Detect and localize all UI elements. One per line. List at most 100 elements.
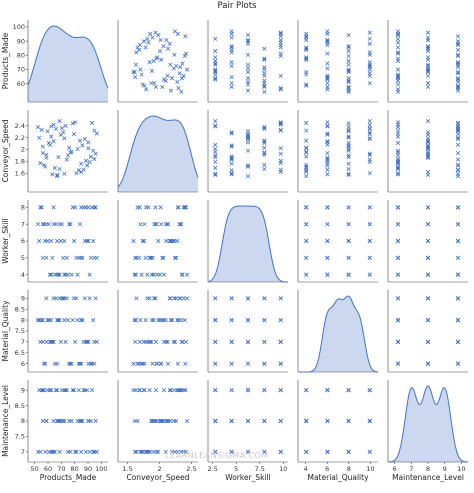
point-marker <box>155 272 160 277</box>
point-marker <box>49 388 54 393</box>
point-marker <box>179 222 184 227</box>
point-marker <box>245 296 251 301</box>
point-marker <box>262 140 267 146</box>
point-marker <box>455 168 461 173</box>
point-marker <box>161 272 167 277</box>
point-marker <box>325 123 330 128</box>
point-marker <box>40 318 45 323</box>
point-marker <box>159 361 164 366</box>
point-marker <box>75 146 80 152</box>
point-marker <box>172 339 178 344</box>
point-marker <box>50 339 55 344</box>
point-marker <box>304 168 309 173</box>
point-marker <box>138 449 143 454</box>
point-marker <box>367 126 372 131</box>
point-marker <box>229 74 234 80</box>
point-marker <box>52 165 57 170</box>
point-marker <box>245 388 251 393</box>
point-marker <box>151 58 156 64</box>
point-marker <box>213 119 218 124</box>
x-tick-label: 50 <box>31 465 39 473</box>
point-marker <box>229 161 234 166</box>
point-marker <box>395 89 401 94</box>
point-marker <box>62 318 67 323</box>
point-marker <box>55 272 60 277</box>
point-marker <box>245 140 251 145</box>
point-marker <box>176 388 181 393</box>
y-tick-label: 2.2 <box>15 134 25 142</box>
point-marker <box>229 155 234 160</box>
point-marker <box>91 318 96 323</box>
point-marker <box>63 123 68 128</box>
point-marker <box>262 318 267 323</box>
point-marker <box>346 62 351 67</box>
point-marker <box>175 31 180 36</box>
point-marker <box>229 449 234 454</box>
point-marker <box>46 222 51 227</box>
point-marker <box>213 77 218 82</box>
point-marker <box>133 318 138 323</box>
point-marker <box>67 222 72 227</box>
point-marker <box>262 126 267 131</box>
point-marker <box>81 388 86 393</box>
point-marker <box>51 139 56 144</box>
y-tick-label: 2.4 <box>15 122 25 130</box>
point-marker <box>39 205 44 210</box>
point-marker <box>47 388 53 393</box>
point-marker <box>65 272 71 277</box>
point-marker <box>455 255 461 260</box>
point-marker <box>43 238 48 244</box>
point-marker <box>79 449 84 454</box>
point-marker <box>61 296 66 301</box>
point-marker <box>229 29 234 34</box>
point-marker <box>245 33 251 38</box>
point-marker <box>41 361 47 366</box>
point-marker <box>37 388 42 393</box>
x-tick-label: 5 <box>234 465 238 473</box>
y-tick-label: 8 <box>21 316 25 324</box>
panel-Maintenance_Level-vs-Worker_Skill: 2.5 5 7.5 10 Worker_Skill <box>208 380 288 482</box>
point-marker <box>86 238 91 244</box>
kde-line <box>298 295 379 373</box>
point-marker <box>455 53 461 59</box>
x-tick-label: 100 <box>95 465 107 473</box>
point-marker <box>62 171 67 176</box>
point-marker <box>367 36 372 41</box>
point-marker <box>57 119 62 124</box>
point-marker <box>40 418 45 424</box>
point-marker <box>92 449 97 454</box>
point-marker <box>44 155 49 160</box>
point-marker <box>167 238 172 244</box>
point-marker <box>229 157 234 162</box>
point-marker <box>425 62 431 67</box>
point-marker <box>85 163 90 168</box>
point-marker <box>135 205 140 210</box>
point-marker <box>151 449 156 454</box>
point-marker <box>158 205 163 210</box>
point-marker <box>245 70 251 75</box>
point-marker <box>325 120 330 125</box>
point-marker <box>455 76 461 81</box>
point-marker <box>148 31 153 36</box>
point-marker <box>455 339 461 344</box>
point-marker <box>425 146 431 151</box>
point-marker <box>346 44 351 49</box>
panel-Material_Quality-vs-Maintenance_Level <box>387 290 468 373</box>
point-marker <box>425 66 431 71</box>
point-marker <box>325 205 330 210</box>
point-marker <box>229 171 234 176</box>
point-marker <box>346 161 351 166</box>
point-marker <box>80 418 85 424</box>
point-marker <box>455 142 461 147</box>
point-marker <box>57 449 62 454</box>
point-marker <box>455 205 461 210</box>
point-marker <box>455 42 461 48</box>
point-marker <box>79 205 84 210</box>
point-marker <box>86 205 91 210</box>
point-marker <box>139 272 144 277</box>
point-marker <box>213 55 218 60</box>
kde-area <box>298 296 378 372</box>
point-marker <box>168 418 173 424</box>
